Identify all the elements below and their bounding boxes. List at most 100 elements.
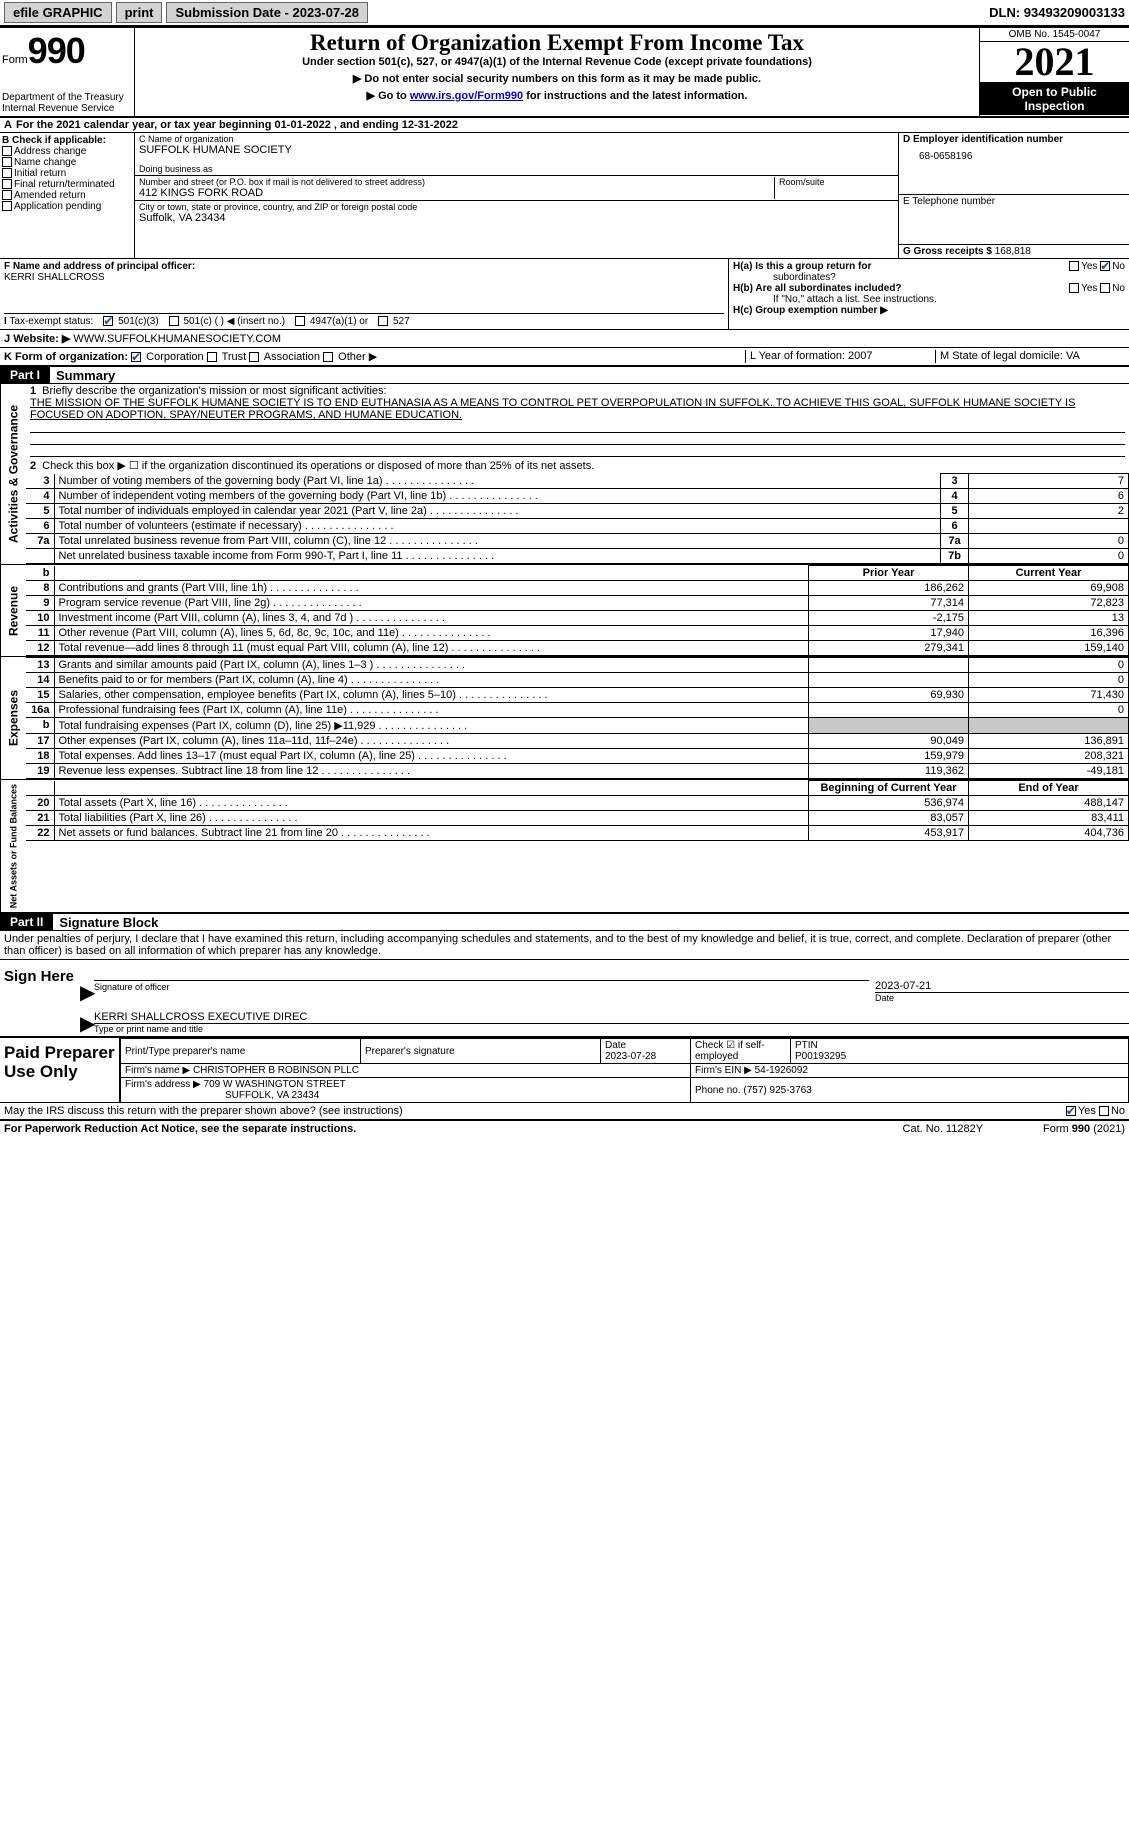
vlabel-expenses: Expenses xyxy=(0,657,26,779)
may-discuss-row: May the IRS discuss this return with the… xyxy=(0,1103,1129,1120)
line1-label: Briefly describe the organization's miss… xyxy=(42,385,386,397)
room-label: Room/suite xyxy=(779,177,894,187)
section-f: F Name and address of principal officer:… xyxy=(0,259,729,329)
chk-address-change[interactable] xyxy=(2,146,12,156)
chk-ha-no[interactable] xyxy=(1100,261,1110,271)
sign-here-label: Sign Here xyxy=(0,960,80,1036)
chk-corp[interactable] xyxy=(131,352,141,362)
table-row: 5 Total number of individuals employed i… xyxy=(26,504,1129,519)
korg-row: K Form of organization: Corporation Trus… xyxy=(0,348,1129,367)
chk-ha-yes[interactable] xyxy=(1069,261,1079,271)
sig-date-val: 2023-07-21 xyxy=(875,980,1129,993)
chk-application-pending[interactable] xyxy=(2,201,12,211)
page-footer: For Paperwork Reduction Act Notice, see … xyxy=(0,1120,1129,1137)
vlabel-activities: Activities & Governance xyxy=(0,384,26,564)
ha-label2: subordinates? xyxy=(733,272,836,283)
paid-preparer-label: Paid Preparer Use Only xyxy=(0,1038,120,1102)
lbl-yes: Yes xyxy=(1081,261,1097,272)
table-row: 11 Other revenue (Part VIII, column (A),… xyxy=(26,626,1129,641)
table-row: 14 Benefits paid to or for members (Part… xyxy=(26,673,1129,688)
chk-initial-return[interactable] xyxy=(2,168,12,178)
line2-num: 2 xyxy=(30,460,36,472)
vlabel-revenue: Revenue xyxy=(0,565,26,656)
street-val: 412 KINGS FORK ROAD xyxy=(139,187,774,199)
lbl-no: No xyxy=(1112,261,1125,272)
org-name-label: C Name of organization xyxy=(139,134,894,144)
print-btn[interactable]: print xyxy=(116,2,163,23)
chk-final-return[interactable] xyxy=(2,179,12,189)
lbl-527: 527 xyxy=(393,316,410,327)
table-row: 8 Contributions and grants (Part VIII, l… xyxy=(26,581,1129,596)
top-bar: efile GRAPHIC print Submission Date - 20… xyxy=(0,0,1129,28)
chk-501c[interactable] xyxy=(169,316,179,326)
gross-val: 168,818 xyxy=(995,246,1031,257)
chk-assoc[interactable] xyxy=(249,352,259,362)
prep-date-label: Date xyxy=(605,1040,626,1051)
chk-amended-return[interactable] xyxy=(2,190,12,200)
table-row: 17 Other expenses (Part IX, column (A), … xyxy=(26,734,1129,749)
chk-hb-yes[interactable] xyxy=(1069,283,1079,293)
chk-name-change[interactable] xyxy=(2,157,12,167)
chk-trust[interactable] xyxy=(207,352,217,362)
gross-cell: G Gross receipts $ 168,818 xyxy=(899,245,1129,258)
part1-header-row: Part I Summary xyxy=(0,367,1129,384)
sig-officer-label: Signature of officer xyxy=(94,980,869,1003)
table-row: b Total fundraising expenses (Part IX, c… xyxy=(26,718,1129,734)
penalty-text: Under penalties of perjury, I declare th… xyxy=(0,931,1129,960)
goto-suffix: for instructions and the latest informat… xyxy=(523,90,747,102)
lbl-application-pending: Application pending xyxy=(14,201,101,212)
activities-governance-section: Activities & Governance 1Briefly describ… xyxy=(0,384,1129,565)
chk-other[interactable] xyxy=(323,352,333,362)
lbl-other: Other ▶ xyxy=(338,351,377,363)
col-b-checklist: B Check if applicable: Address change Na… xyxy=(0,133,135,258)
line2-text: Check this box ▶ ☐ if the organization d… xyxy=(42,460,594,472)
chk-501c3[interactable] xyxy=(103,316,113,326)
org-name-cell: C Name of organization SUFFOLK HUMANE SO… xyxy=(135,133,898,176)
firm-ein-val: 54-1926092 xyxy=(755,1065,808,1076)
lbl-amended-return: Amended return xyxy=(14,190,86,201)
part2-badge: Part II xyxy=(0,914,53,930)
section-h: H(a) Is this a group return forsubordina… xyxy=(729,259,1129,329)
chk-may-no[interactable] xyxy=(1099,1106,1109,1116)
expenses-section: Expenses 13 Grants and similar amounts p… xyxy=(0,657,1129,780)
sign-arrow-icon: ▶ xyxy=(80,980,94,1005)
may-discuss-text: May the IRS discuss this return with the… xyxy=(4,1105,403,1117)
lbl-name-change: Name change xyxy=(14,157,76,168)
efile-graphic-btn[interactable]: efile GRAPHIC xyxy=(4,2,112,23)
lbl-assoc: Association xyxy=(264,351,320,363)
line-a: AFor the 2021 calendar year, or tax year… xyxy=(0,118,1129,133)
lbl-address-change: Address change xyxy=(14,146,86,157)
prep-date-val: 2023-07-28 xyxy=(605,1051,656,1062)
firm-addr1: 709 W WASHINGTON STREET xyxy=(204,1079,346,1090)
open-inspection: Open to PublicInspection xyxy=(980,83,1129,115)
city-label: City or town, state or province, country… xyxy=(139,202,894,212)
irs-link[interactable]: www.irs.gov/Form990 xyxy=(410,90,523,102)
chk-4947[interactable] xyxy=(295,316,305,326)
chk-may-yes[interactable] xyxy=(1066,1106,1076,1116)
j-label: J xyxy=(4,333,10,345)
form-subtitle-3: ▶ Go to www.irs.gov/Form990 for instruct… xyxy=(143,89,971,102)
street-cell: Number and street (or P.O. box if mail i… xyxy=(135,176,898,201)
ptin-val: P00193295 xyxy=(795,1051,846,1062)
state-domicile: M State of legal domicile: VA xyxy=(935,350,1125,363)
principal-officer-label: F Name and address of principal officer: xyxy=(4,261,195,272)
table-row: 15 Salaries, other compensation, employe… xyxy=(26,688,1129,703)
sig-name-val: KERRI SHALLCROSS EXECUTIVE DIREC xyxy=(94,1011,1129,1024)
hb-note: If "No," attach a list. See instructions… xyxy=(733,294,1125,305)
lbl-initial-return: Initial return xyxy=(14,168,66,179)
table-row: 13 Grants and similar amounts paid (Part… xyxy=(26,658,1129,673)
firm-addr2: SUFFOLK, VA 23434 xyxy=(125,1090,319,1101)
org-name: SUFFOLK HUMANE SOCIETY xyxy=(139,144,894,156)
sig-date-label: Date xyxy=(875,993,1129,1003)
footer-right: Form 990 (2021) xyxy=(1043,1123,1125,1135)
chk-hb-no[interactable] xyxy=(1100,283,1110,293)
form-subtitle-1: Under section 501(c), 527, or 4947(a)(1)… xyxy=(143,56,971,68)
footer-mid: Cat. No. 11282Y xyxy=(903,1123,984,1135)
chk-527[interactable] xyxy=(378,316,388,326)
table-row: Net unrelated business taxable income fr… xyxy=(26,549,1129,564)
form-title-box: Return of Organization Exempt From Incom… xyxy=(135,28,979,116)
vlabel-netassets: Net Assets or Fund Balances xyxy=(0,780,26,912)
paid-preparer-block: Paid Preparer Use Only Print/Type prepar… xyxy=(0,1038,1129,1103)
dln: DLN: 93493209003133 xyxy=(989,5,1125,20)
table-row: 7a Total unrelated business revenue from… xyxy=(26,534,1129,549)
